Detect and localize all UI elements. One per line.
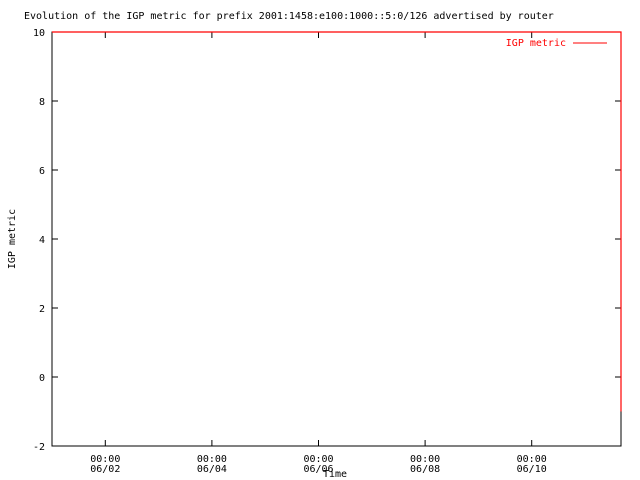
x-tick-label-date: 06/02	[90, 464, 120, 475]
x-tick-label-time: 00:00	[90, 454, 120, 465]
y-tick-label: 2	[39, 304, 45, 315]
y-tick-label: 8	[39, 97, 45, 108]
chart-title: Evolution of the IGP metric for prefix 2…	[24, 11, 554, 22]
legend: IGP metric	[506, 38, 607, 49]
x-tick-label-time: 00:00	[197, 454, 227, 465]
x-tick-label-time: 00:00	[410, 454, 440, 465]
series-line	[52, 31, 622, 412]
x-tick-label-time: 00:00	[303, 454, 333, 465]
y-tick-label: -2	[33, 442, 45, 453]
x-tick-label-time: 00:00	[517, 454, 547, 465]
y-axis-label: IGP metric	[7, 209, 18, 269]
y-tick-label: 10	[33, 28, 45, 39]
plot-area	[52, 31, 622, 412]
y-tick-label: 6	[39, 166, 45, 177]
y-tick-label: 0	[39, 373, 45, 384]
x-tick-label-date: 06/04	[197, 464, 227, 475]
y-tick-label: 4	[39, 235, 45, 246]
x-tick-label-date: 06/10	[517, 464, 547, 475]
plot-border	[51, 31, 622, 447]
x-tick-label-date: 06/08	[410, 464, 440, 475]
legend-label: IGP metric	[506, 38, 566, 49]
x-axis-label: Time	[323, 469, 347, 480]
axes: -2024681000:0006/0200:0006/0400:0006/060…	[33, 28, 622, 475]
x-tick-label-date: 06/06	[303, 464, 333, 475]
